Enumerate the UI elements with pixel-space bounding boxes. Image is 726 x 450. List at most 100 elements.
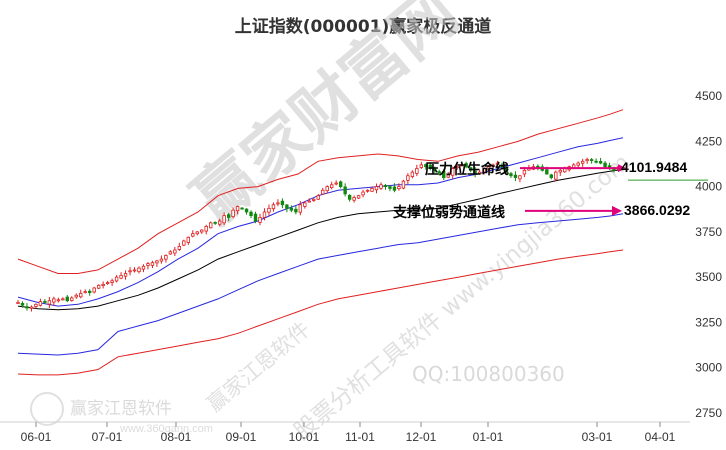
candle-body — [433, 168, 437, 171]
x-tick-label: 04-01 — [645, 430, 676, 444]
candle-body — [231, 209, 235, 218]
candle-body — [61, 298, 65, 301]
candle-body — [204, 226, 208, 232]
candle-body — [92, 287, 96, 293]
candle-body — [312, 198, 316, 201]
candle-body — [379, 184, 383, 189]
candle-body — [119, 274, 123, 279]
x-tick-label: 03-01 — [582, 430, 613, 444]
candle-body — [159, 258, 164, 262]
candle-body — [598, 161, 603, 164]
candle-body — [558, 169, 562, 173]
series-outer-upper-band — [17, 109, 624, 274]
annotation-label-resistance: 压力位生命线 — [425, 162, 509, 179]
candle-body — [594, 160, 598, 163]
support-arrow-head — [612, 205, 622, 216]
annotation-value-resistance: 4101.9484 — [621, 159, 688, 176]
candle-body — [253, 213, 258, 222]
candle-body — [603, 162, 607, 168]
candle-body — [217, 220, 222, 225]
candle-body — [576, 162, 580, 166]
candle-body — [25, 306, 29, 309]
candle-body — [370, 188, 374, 192]
candle-body — [397, 186, 401, 190]
candle-body — [289, 207, 294, 211]
candle-body — [34, 303, 38, 307]
candle-body — [128, 270, 132, 273]
candle-body — [168, 251, 173, 255]
candle-body — [141, 265, 146, 270]
candle-body — [491, 164, 495, 167]
x-tick-label: 01-01 — [473, 430, 504, 444]
x-tick-label: 06-01 — [21, 430, 52, 444]
candle-body — [415, 168, 419, 174]
y-tick-label: 3500 — [695, 270, 722, 284]
candle-body — [424, 164, 428, 168]
candle-body — [486, 166, 491, 170]
chart-title: 上证指数(000001)赢家极反通道 — [234, 17, 492, 37]
logo-url: www.360gann.com — [120, 423, 213, 435]
x-tick-label: 10-01 — [289, 430, 320, 444]
candle-body — [150, 262, 155, 266]
x-tick-label: 12-01 — [406, 430, 437, 444]
candle-body — [70, 297, 74, 301]
candle-body — [114, 276, 119, 282]
y-tick-label: 2750 — [695, 406, 722, 420]
series-middle-line — [17, 168, 624, 311]
candle-body — [294, 208, 298, 213]
candle-body — [451, 168, 455, 176]
candle-body — [249, 211, 253, 217]
candle-body — [29, 306, 34, 309]
candle-body — [271, 204, 276, 210]
candle-body — [383, 184, 388, 188]
x-tick-label: 09-01 — [226, 430, 257, 444]
series-inner-lower-band — [17, 213, 624, 356]
candle-body — [56, 299, 61, 302]
candle-body — [406, 175, 410, 181]
candle-body — [43, 300, 47, 303]
candle-body — [96, 284, 101, 289]
candle-body — [338, 181, 343, 188]
candle-body — [20, 303, 25, 306]
candle-body — [298, 204, 303, 213]
candle-body — [477, 171, 482, 174]
candle-body — [213, 221, 217, 224]
candle-body — [518, 175, 522, 180]
y-tick-label: 3250 — [695, 315, 722, 329]
y-tick-label: 4500 — [695, 89, 722, 103]
candle-body — [262, 211, 267, 218]
candle-body — [549, 174, 553, 178]
candle-body — [105, 282, 110, 284]
candle-body — [504, 168, 509, 173]
candle-body — [137, 267, 141, 273]
candle-body — [244, 208, 249, 213]
candle-body — [464, 163, 468, 168]
annotation-value-support: 3866.0292 — [624, 201, 691, 218]
candle-body — [267, 207, 271, 213]
candle-body — [580, 160, 585, 164]
candle-body — [132, 269, 137, 272]
logo-text: 赢家江恩软件 — [70, 399, 172, 419]
candle-body — [585, 159, 589, 162]
candle-body — [343, 186, 347, 195]
candle-body — [191, 233, 195, 237]
candle-body — [325, 186, 329, 192]
candle-body — [209, 222, 213, 229]
candle-body — [276, 202, 280, 205]
candle-body — [258, 217, 262, 223]
annotation-label-support: 支撑位弱势通道线 — [393, 204, 505, 221]
candle-body — [235, 206, 240, 212]
candle-body — [482, 168, 486, 173]
candle-body — [589, 159, 594, 162]
y-tick-label: 3000 — [695, 361, 722, 375]
candle-body — [522, 169, 527, 175]
candle-body — [303, 202, 307, 207]
candle-body — [101, 283, 105, 287]
candle-body — [468, 167, 473, 171]
candle-body — [352, 197, 356, 201]
candle-body — [155, 260, 159, 264]
candle-body — [52, 298, 56, 303]
candle-body — [200, 229, 204, 233]
candle-body — [280, 200, 285, 206]
y-tick-label: 3750 — [695, 225, 722, 239]
